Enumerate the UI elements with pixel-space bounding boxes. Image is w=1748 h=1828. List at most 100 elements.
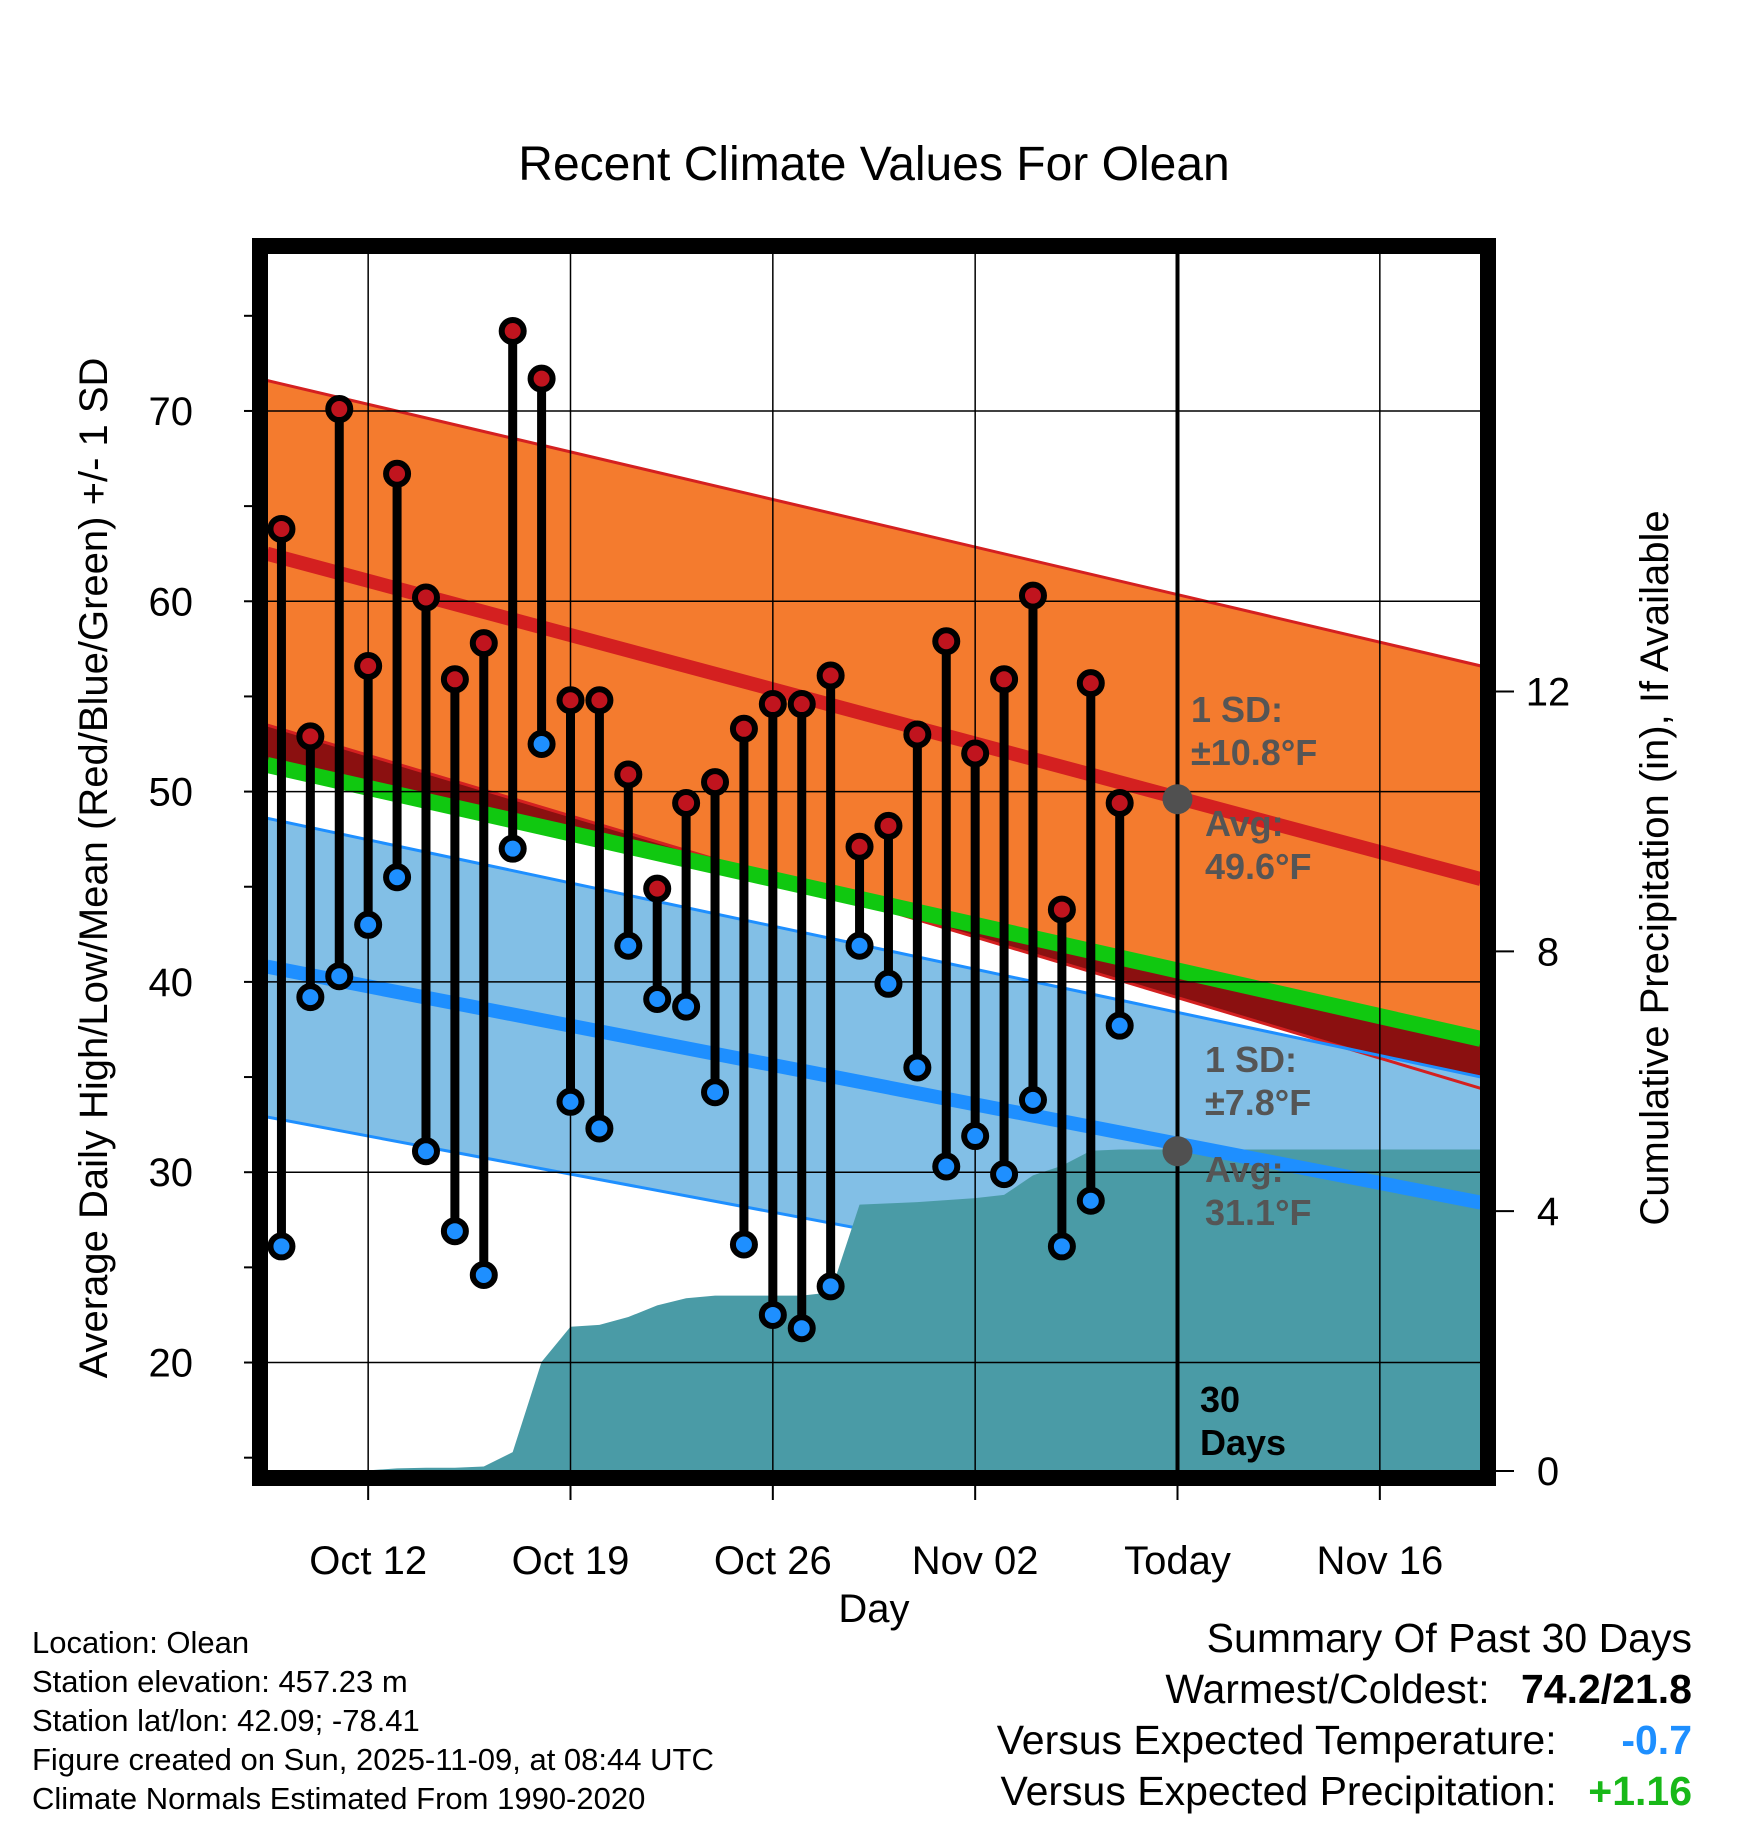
y2-tick-label: 0 [1537,1450,1559,1494]
high-temp-point [527,364,556,393]
x-tick-label: Oct 19 [512,1539,630,1583]
x-tick-label: Today [1124,1539,1231,1583]
low-temp-point [961,1122,990,1151]
high-temp-point [932,627,961,656]
y-tick-label: 50 [149,771,194,815]
high-temp-point [383,459,412,488]
low-temp-point [498,834,527,863]
low-temp-point [672,992,701,1021]
annotation-low_avg-line2: 31.1°F [1205,1192,1311,1233]
low-temp-point [701,1078,730,1107]
high-temp-point [556,686,585,715]
y-tick-label: 30 [149,1151,194,1195]
high-temp-point [845,832,874,861]
x-tick-label: Nov 16 [1316,1539,1443,1583]
annotation-high_sd-line2: ±10.8°F [1191,732,1317,773]
today-low-avg-marker [1162,1136,1193,1167]
figure-created: Figure created on Sun, 2025-11-09, at 08… [32,1742,714,1777]
high-temp-point [498,317,527,346]
high-temp-point [816,661,845,690]
high-temp-point [469,629,498,658]
high-temp-point [1105,789,1134,818]
station-location: Location: Olean [32,1625,250,1660]
summary-title: Summary Of Past 30 Days [1206,1615,1692,1661]
low-temp-point [296,983,325,1012]
annotation-low_avg-line1: Avg: [1205,1149,1284,1190]
high-temp-point [701,768,730,797]
y2-tick-label: 4 [1537,1190,1559,1234]
low-temp-point [440,1217,469,1246]
high-temp-point [325,395,354,424]
plot-frame [252,238,1496,1486]
high-temp-point [758,690,787,719]
low-temp-point [585,1114,614,1143]
high-temp-point [614,760,643,789]
high-temp-point [267,514,296,543]
y-tick-label: 20 [149,1342,194,1386]
low-temp-point [643,985,672,1014]
high-upper-sd-line [267,379,1481,668]
station-elevation: Station elevation: 457.23 m [32,1664,408,1699]
normal-mean-line [267,757,1481,1047]
temp-label: Versus Expected Temperature: [996,1717,1557,1763]
low-temp-point [325,962,354,991]
x-tick-label: Nov 02 [912,1539,1039,1583]
high-temp-point [903,720,932,749]
high-temp-point [1076,669,1105,698]
x-tick-label: Oct 12 [309,1539,427,1583]
warmest-value: 74.2/21.8 [1521,1666,1692,1712]
low-temp-point [758,1300,787,1329]
low-temp-point [816,1272,845,1301]
annotation-high_sd-line1: 1 SD: [1191,689,1283,730]
station-latlon: Station lat/lon: 42.09; -78.41 [32,1703,420,1738]
annotation-high_avg-line1: Avg: [1205,803,1284,844]
high-temp-point [354,651,383,680]
y2-axis-title: Cumulative Precipitation (in), If Availa… [1633,510,1677,1225]
low-temp-point [729,1230,758,1259]
low-upper-sd-line [267,816,1481,1079]
high-temp-point [411,583,440,612]
low-temp-point [1018,1085,1047,1114]
high-temp-point [961,739,990,768]
annotation-days-line1: 30 [1200,1379,1240,1420]
low-temp-point [527,730,556,759]
high-temp-point [729,714,758,743]
low-temp-point [1076,1186,1105,1215]
y-axis-title: Average Daily High/Low/Mean (Red/Blue/Gr… [72,358,116,1379]
summary-precip-row: Versus Expected Precipitation: +1.16 [997,1766,1693,1817]
high-temp-point [296,722,325,751]
low-temp-point [411,1137,440,1166]
high-temp-point [787,690,816,719]
high-temp-point [990,665,1019,694]
high-temp-point [1047,895,1076,924]
x-axis-title: Day [838,1587,909,1631]
low-temp-point [267,1232,296,1261]
today-high-avg-marker [1162,784,1193,815]
high-temp-point [874,811,903,840]
x-tick-label: Oct 26 [714,1539,832,1583]
normal-low-line [267,959,1481,1210]
y2-tick-label: 8 [1537,930,1559,974]
annotation-high_avg-line2: 49.6°F [1205,846,1311,887]
low-temp-point [787,1314,816,1343]
y-tick-label: 70 [149,390,194,434]
low-temp-point [845,931,874,960]
summary-temp-row: Versus Expected Temperature: -0.7 [997,1715,1692,1766]
low-temp-point [990,1160,1019,1189]
summary-warmest-row: Warmest/Coldest: 74.2/21.8 [997,1664,1692,1715]
low-temp-point [556,1087,585,1116]
low-temp-point [354,910,383,939]
chart-title: Recent Climate Values For Olean [518,138,1229,191]
warmest-label: Warmest/Coldest: [1165,1666,1490,1712]
climate-normals-note: Climate Normals Estimated From 1990-2020 [32,1781,646,1816]
low-temp-point [1105,1011,1134,1040]
high-temp-point [672,789,701,818]
annotation-low_sd-line2: ±7.8°F [1205,1082,1311,1123]
y-tick-label: 60 [149,580,194,624]
temp-value: -0.7 [1621,1717,1692,1763]
low-temp-point [383,863,412,892]
low-temp-point [932,1152,961,1181]
low-temp-point [1047,1232,1076,1261]
annotation-days-line2: Days [1200,1422,1286,1463]
